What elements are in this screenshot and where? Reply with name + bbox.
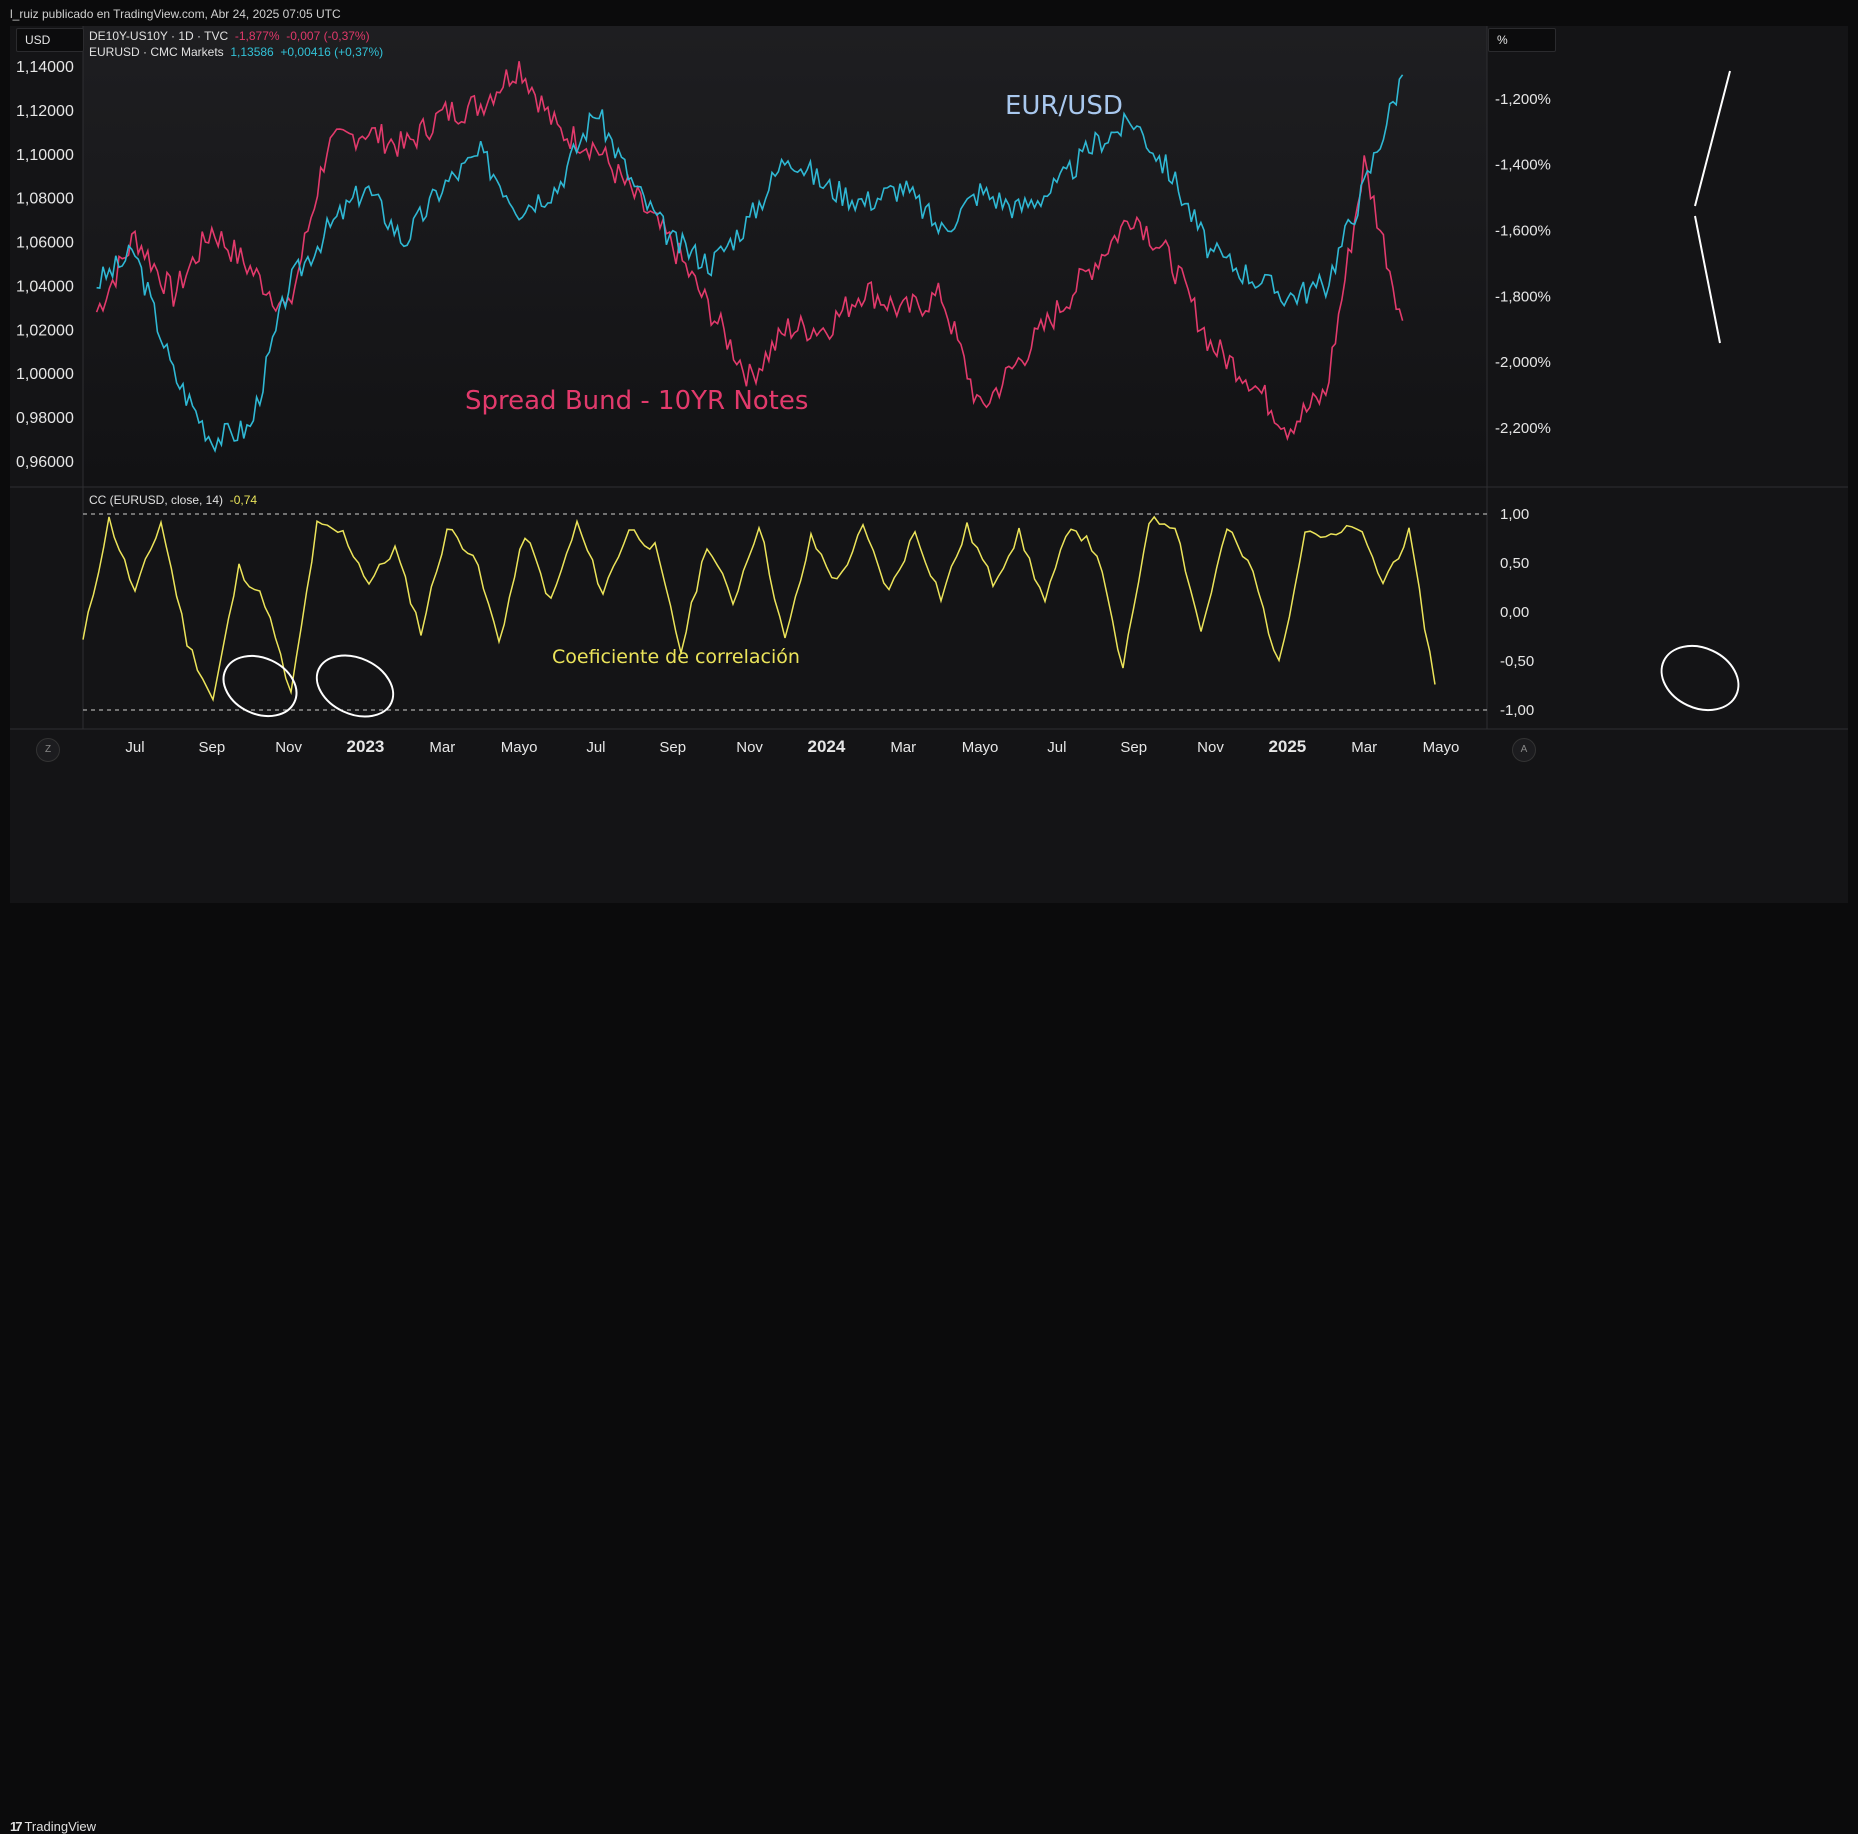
right-axis-tick: -2,200%	[1495, 420, 1551, 437]
left-axis-tick: 1,08000	[16, 191, 74, 208]
legend-eurusd-symbol: EURUSD · CMC Markets	[89, 45, 224, 59]
annotation-eurusd: EUR/USD	[1005, 91, 1123, 121]
tradingview-brand-text: TradingView	[24, 1819, 97, 1834]
eurusd-series-line	[96, 74, 1404, 454]
time-axis-tick: Jul	[125, 739, 144, 756]
time-axis-tick: 2023	[347, 737, 385, 756]
left-axis-tick: 1,02000	[16, 322, 74, 339]
legend-spread-last: -1,877%	[234, 29, 280, 43]
time-axis-tick: Jul	[586, 739, 605, 756]
tradingview-brand[interactable]: 17 TradingView	[10, 1819, 96, 1834]
correlation-series-line	[82, 515, 1436, 703]
time-axis-tick: Mar	[429, 739, 455, 756]
left-axis-tick: 1,14000	[16, 59, 74, 76]
annotation-correlation: Coeficiente de correlación	[552, 646, 800, 668]
legend-cc-symbol: CC (EURUSD, close, 14)	[89, 493, 224, 507]
right-axis-tick: -1,400%	[1495, 157, 1551, 174]
time-axis-tick: 2024	[807, 737, 845, 756]
left-axis-tick: 0,98000	[16, 410, 74, 427]
time-axis-tick: Mayo	[501, 739, 538, 756]
spread-series-line	[95, 61, 1404, 442]
left-axis-tick: 1,10000	[16, 147, 74, 164]
auto-scale-button[interactable]: A	[1512, 738, 1536, 762]
annotation-circle-nov	[315, 654, 395, 718]
time-axis-tick: Nov	[1197, 739, 1224, 756]
time-axis-tick: Jul	[1047, 739, 1066, 756]
chart-svg[interactable]: 1,14000 1,12000 1,10000 1,08000 1,06000 1,040…	[10, 26, 1848, 903]
legend-spread-symbol: DE10Y-US10Y · 1D · TVC	[89, 29, 229, 43]
tradingview-logo-icon: 17	[10, 1819, 23, 1834]
right-axis-tick: -1,600%	[1495, 223, 1551, 240]
footer: 17 TradingView	[0, 905, 1858, 1834]
right-axis-tick: -1,200%	[1495, 91, 1551, 108]
time-axis-tick: Nov	[736, 739, 763, 756]
legend-main: DE10Y-US10Y · 1D · TVC -1,877% -0,007 (-…	[89, 28, 383, 60]
annotation-circle-apr	[1660, 644, 1740, 712]
legend-eurusd-last: 1,13586	[230, 45, 274, 59]
indicator-axis-tick: 1,00	[1500, 506, 1529, 523]
time-axis-tick: Sep	[1120, 739, 1147, 756]
left-axis-tick: 0,96000	[16, 454, 74, 471]
time-axis-tick: Mar	[890, 739, 916, 756]
left-axis-tick: 1,06000	[16, 235, 74, 252]
top-bar: l_ruiz publicado en TradingView.com, Abr…	[0, 0, 1858, 26]
right-axis-tick: -2,000%	[1495, 354, 1551, 371]
legend-spread-change: -0,007 (-0,37%)	[286, 29, 370, 43]
left-unit-label[interactable]: USD	[16, 28, 84, 52]
publish-credit: l_ruiz publicado en TradingView.com, Abr…	[10, 7, 341, 21]
indicator-axis-tick: -0,50	[1500, 653, 1534, 670]
legend-row-eurusd[interactable]: EURUSD · CMC Markets 1,13586 +0,00416 (+…	[89, 44, 383, 60]
annotation-spread: Spread Bund - 10YR Notes	[465, 386, 808, 416]
time-axis-tick: 2025	[1268, 737, 1306, 756]
legend-eurusd-change: +0,00416 (+0,37%)	[280, 45, 384, 59]
legend-cc-last: -0,74	[229, 493, 258, 507]
scale-left-button[interactable]: Z	[36, 738, 60, 762]
left-axis-tick: 1,00000	[16, 366, 74, 383]
left-axis-tick: 1,04000	[16, 278, 74, 295]
indicator-axis-tick: 0,00	[1500, 604, 1529, 621]
annotation-circle-sep	[222, 654, 298, 718]
indicator-axis-tick: -1,00	[1500, 702, 1534, 719]
time-axis-tick: Sep	[659, 739, 686, 756]
left-axis-tick: 1,12000	[16, 103, 74, 120]
indicator-axis-tick: 0,50	[1500, 555, 1529, 572]
time-axis-tick: Mayo	[962, 739, 999, 756]
time-axis-tick: Nov	[275, 739, 302, 756]
right-unit-label[interactable]: %	[1488, 28, 1556, 52]
main-pane-bg	[83, 26, 1487, 486]
chart-area[interactable]: 1,14000 1,12000 1,10000 1,08000 1,06000 1,040…	[10, 26, 1848, 903]
time-axis-tick: Mar	[1351, 739, 1377, 756]
time-axis-tick: Mayo	[1423, 739, 1460, 756]
legend-row-spread[interactable]: DE10Y-US10Y · 1D · TVC -1,877% -0,007 (-…	[89, 28, 383, 44]
time-axis-tick: Sep	[198, 739, 225, 756]
right-axis-tick: -1,800%	[1495, 288, 1551, 305]
annotation-up-line	[1694, 70, 1731, 207]
annotation-down-line	[1694, 215, 1721, 344]
legend-indicator[interactable]: CC (EURUSD, close, 14) -0,74	[89, 492, 257, 508]
